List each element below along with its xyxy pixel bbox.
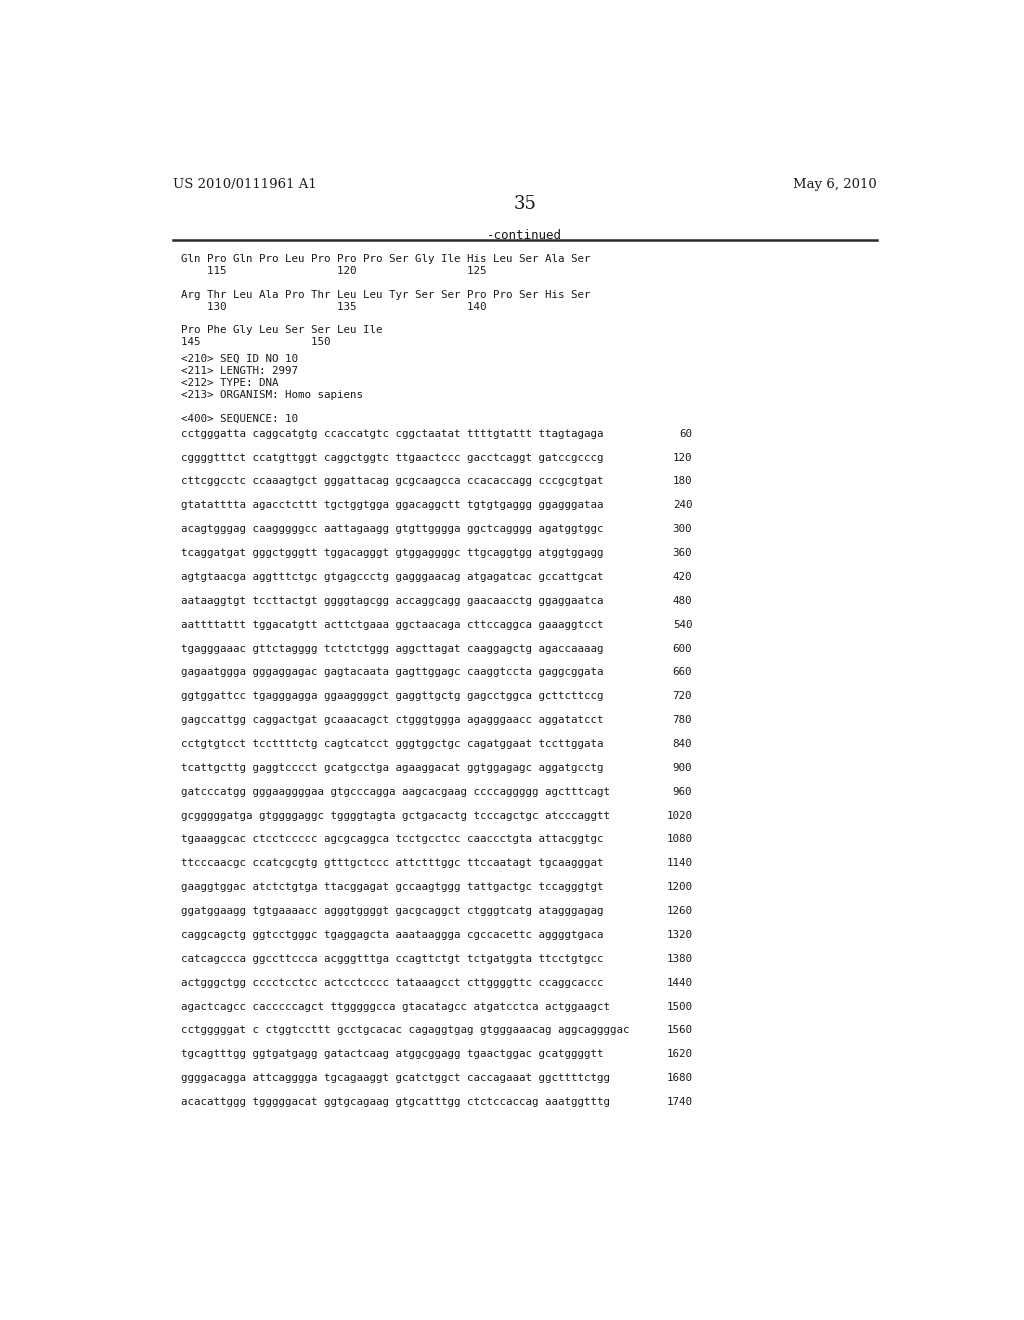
Text: aataaggtgt tccttactgt ggggtagcgg accaggcagg gaacaacctg ggaggaatca: aataaggtgt tccttactgt ggggtagcgg accaggc… [180, 595, 603, 606]
Text: Arg Thr Leu Ala Pro Thr Leu Leu Tyr Ser Ser Pro Pro Ser His Ser: Arg Thr Leu Ala Pro Thr Leu Leu Tyr Ser … [180, 289, 590, 300]
Text: acacattggg tgggggacat ggtgcagaag gtgcatttgg ctctccaccag aaatggtttg: acacattggg tgggggacat ggtgcagaag gtgcatt… [180, 1097, 609, 1107]
Text: 1140: 1140 [667, 858, 692, 869]
Text: 300: 300 [673, 524, 692, 535]
Text: tgagggaaac gttctagggg tctctctggg aggcttagat caaggagctg agaccaaaag: tgagggaaac gttctagggg tctctctggg aggctta… [180, 644, 603, 653]
Text: gcgggggatga gtggggaggc tggggtagta gctgacactg tcccagctgc atcccaggtt: gcgggggatga gtggggaggc tggggtagta gctgac… [180, 810, 609, 821]
Text: cctgggatta caggcatgtg ccaccatgtc cggctaatat ttttgtattt ttagtagaga: cctgggatta caggcatgtg ccaccatgtc cggctaa… [180, 429, 603, 438]
Text: 420: 420 [673, 572, 692, 582]
Text: 1200: 1200 [667, 882, 692, 892]
Text: 120: 120 [673, 453, 692, 462]
Text: agtgtaacga aggtttctgc gtgagccctg gagggaacag atgagatcac gccattgcat: agtgtaacga aggtttctgc gtgagccctg gagggaa… [180, 572, 603, 582]
Text: caggcagctg ggtcctgggc tgaggagcta aaataaggga cgccacettc aggggtgaca: caggcagctg ggtcctgggc tgaggagcta aaataag… [180, 929, 603, 940]
Text: gatcccatgg gggaaggggaa gtgcccagga aagcacgaag ccccaggggg agctttcagt: gatcccatgg gggaaggggaa gtgcccagga aagcac… [180, 787, 609, 797]
Text: <211> LENGTH: 2997: <211> LENGTH: 2997 [180, 366, 298, 376]
Text: -continued: -continued [487, 230, 562, 243]
Text: Gln Pro Gln Pro Leu Pro Pro Pro Ser Gly Ile His Leu Ser Ala Ser: Gln Pro Gln Pro Leu Pro Pro Pro Ser Gly … [180, 253, 590, 264]
Text: 115                 120                 125: 115 120 125 [180, 265, 486, 276]
Text: 1620: 1620 [667, 1049, 692, 1059]
Text: aattttattt tggacatgtt acttctgaaa ggctaacaga cttccaggca gaaaggtcct: aattttattt tggacatgtt acttctgaaa ggctaac… [180, 619, 603, 630]
Text: <210> SEQ ID NO 10: <210> SEQ ID NO 10 [180, 354, 298, 364]
Text: tgaaaggcac ctcctccccc agcgcaggca tcctgcctcc caaccctgta attacggtgc: tgaaaggcac ctcctccccc agcgcaggca tcctgcc… [180, 834, 603, 845]
Text: ggggacagga attcagggga tgcagaaggt gcatctggct caccagaaat ggcttttctgg: ggggacagga attcagggga tgcagaaggt gcatctg… [180, 1073, 609, 1084]
Text: 240: 240 [673, 500, 692, 511]
Text: tcattgcttg gaggtcccct gcatgcctga agaaggacat ggtggagagc aggatgcctg: tcattgcttg gaggtcccct gcatgcctga agaagga… [180, 763, 603, 772]
Text: 1380: 1380 [667, 954, 692, 964]
Text: Pro Phe Gly Leu Ser Ser Leu Ile: Pro Phe Gly Leu Ser Ser Leu Ile [180, 326, 382, 335]
Text: 960: 960 [673, 787, 692, 797]
Text: actgggctgg cccctcctcc actcctcccc tataaagcct cttggggttc ccaggcaccc: actgggctgg cccctcctcc actcctcccc tataaag… [180, 978, 603, 987]
Text: 130                 135                 140: 130 135 140 [180, 302, 486, 312]
Text: 1080: 1080 [667, 834, 692, 845]
Text: cctgggggat c ctggtccttt gcctgcacac cagaggtgag gtgggaaacag aggcaggggac: cctgggggat c ctggtccttt gcctgcacac cagag… [180, 1026, 629, 1035]
Text: <213> ORGANISM: Homo sapiens: <213> ORGANISM: Homo sapiens [180, 389, 362, 400]
Text: 1740: 1740 [667, 1097, 692, 1107]
Text: <400> SEQUENCE: 10: <400> SEQUENCE: 10 [180, 413, 298, 424]
Text: acagtgggag caagggggcc aattagaagg gtgttgggga ggctcagggg agatggtggc: acagtgggag caagggggcc aattagaagg gtgttgg… [180, 524, 603, 535]
Text: 1680: 1680 [667, 1073, 692, 1084]
Text: 1320: 1320 [667, 929, 692, 940]
Text: ggatggaagg tgtgaaaacc agggtggggt gacgcaggct ctgggtcatg atagggagag: ggatggaagg tgtgaaaacc agggtggggt gacgcag… [180, 906, 603, 916]
Text: catcagccca ggccttccca acgggtttga ccagttctgt tctgatggta ttcctgtgcc: catcagccca ggccttccca acgggtttga ccagttc… [180, 954, 603, 964]
Text: 780: 780 [673, 715, 692, 725]
Text: gagaatggga gggaggagac gagtacaata gagttggagc caaggtccta gaggcggata: gagaatggga gggaggagac gagtacaata gagttgg… [180, 668, 603, 677]
Text: 180: 180 [673, 477, 692, 486]
Text: agactcagcc cacccccagct ttgggggcca gtacatagcc atgatcctca actggaagct: agactcagcc cacccccagct ttgggggcca gtacat… [180, 1002, 609, 1011]
Text: cctgtgtcct tccttttctg cagtcatcct gggtggctgc cagatggaat tccttggata: cctgtgtcct tccttttctg cagtcatcct gggtggc… [180, 739, 603, 748]
Text: 360: 360 [673, 548, 692, 558]
Text: 720: 720 [673, 692, 692, 701]
Text: cttcggcctc ccaaagtgct gggattacag gcgcaagcca ccacaccagg cccgcgtgat: cttcggcctc ccaaagtgct gggattacag gcgcaag… [180, 477, 603, 486]
Text: 480: 480 [673, 595, 692, 606]
Text: 900: 900 [673, 763, 692, 772]
Text: 1500: 1500 [667, 1002, 692, 1011]
Text: gagccattgg caggactgat gcaaacagct ctgggtggga agagggaacc aggatatcct: gagccattgg caggactgat gcaaacagct ctgggtg… [180, 715, 603, 725]
Text: 600: 600 [673, 644, 692, 653]
Text: 1560: 1560 [667, 1026, 692, 1035]
Text: US 2010/0111961 A1: US 2010/0111961 A1 [173, 178, 316, 190]
Text: tgcagtttgg ggtgatgagg gatactcaag atggcggagg tgaactggac gcatggggtt: tgcagtttgg ggtgatgagg gatactcaag atggcgg… [180, 1049, 603, 1059]
Text: 1260: 1260 [667, 906, 692, 916]
Text: gtatatttta agacctcttt tgctggtgga ggacaggctt tgtgtgaggg ggagggataa: gtatatttta agacctcttt tgctggtgga ggacagg… [180, 500, 603, 511]
Text: 1020: 1020 [667, 810, 692, 821]
Text: gaaggtggac atctctgtga ttacggagat gccaagtggg tattgactgc tccagggtgt: gaaggtggac atctctgtga ttacggagat gccaagt… [180, 882, 603, 892]
Text: 840: 840 [673, 739, 692, 748]
Text: ttcccaacgc ccatcgcgtg gtttgctccc attctttggc ttccaatagt tgcaagggat: ttcccaacgc ccatcgcgtg gtttgctccc attcttt… [180, 858, 603, 869]
Text: tcaggatgat gggctgggtt tggacagggt gtggaggggc ttgcaggtgg atggtggagg: tcaggatgat gggctgggtt tggacagggt gtggagg… [180, 548, 603, 558]
Text: <212> TYPE: DNA: <212> TYPE: DNA [180, 378, 279, 388]
Text: 1440: 1440 [667, 978, 692, 987]
Text: ggtggattcc tgagggagga ggaaggggct gaggttgctg gagcctggca gcttcttccg: ggtggattcc tgagggagga ggaaggggct gaggttg… [180, 692, 603, 701]
Text: 60: 60 [679, 429, 692, 438]
Text: 540: 540 [673, 619, 692, 630]
Text: May 6, 2010: May 6, 2010 [793, 178, 877, 190]
Text: cggggtttct ccatgttggt caggctggtc ttgaactccc gacctcaggt gatccgcccg: cggggtttct ccatgttggt caggctggtc ttgaact… [180, 453, 603, 462]
Text: 35: 35 [513, 195, 537, 214]
Text: 660: 660 [673, 668, 692, 677]
Text: 145                 150: 145 150 [180, 338, 330, 347]
